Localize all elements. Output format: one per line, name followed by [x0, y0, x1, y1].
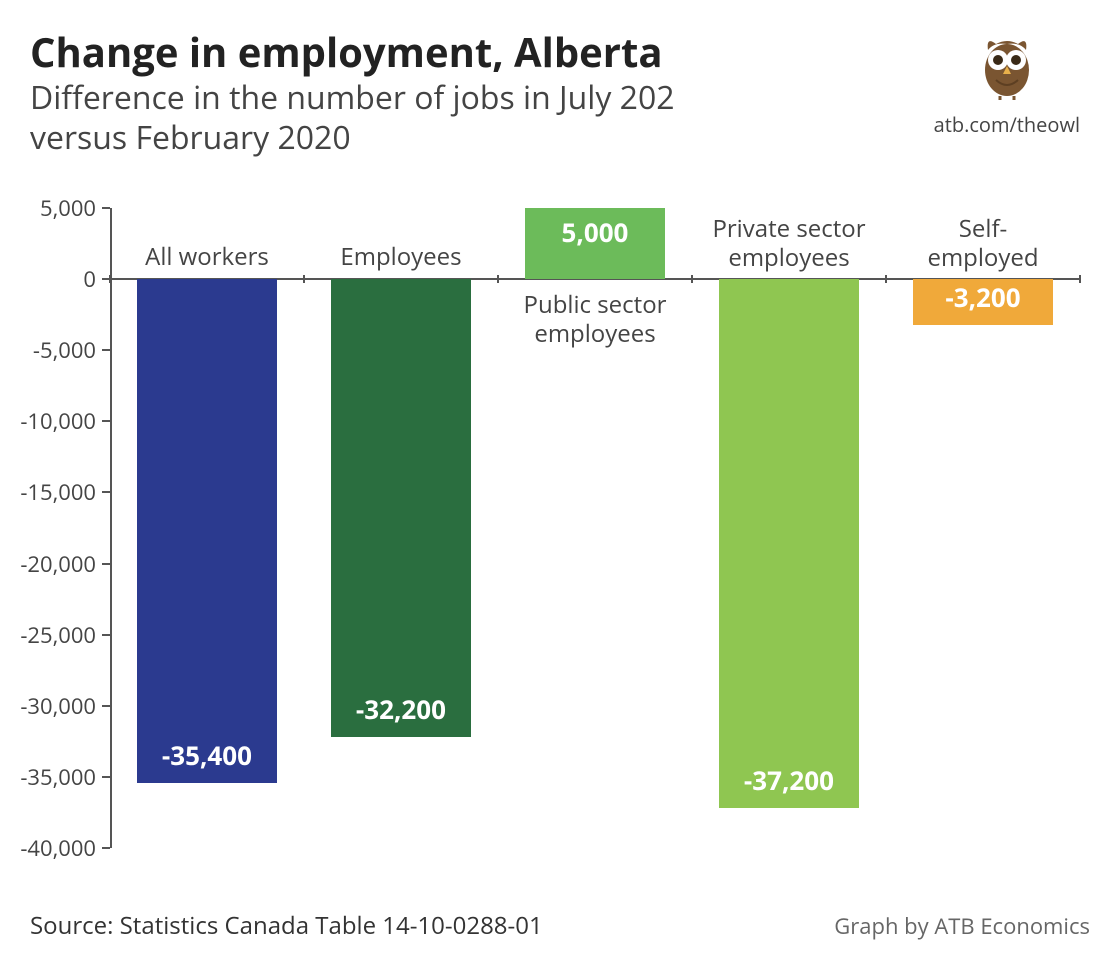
- y-tick: [102, 207, 110, 209]
- y-tick: [102, 349, 110, 351]
- chart-header: Change in employment, Alberta Difference…: [30, 30, 1100, 158]
- x-tick: [1079, 275, 1081, 283]
- plot-area: 5,0000-5,000-10,000-15,000-20,000-25,000…: [110, 208, 1080, 848]
- y-axis: [110, 208, 112, 848]
- bar-value-label: -32,200: [331, 691, 471, 727]
- credit-text: Graph by ATB Economics: [834, 911, 1090, 941]
- category-label: All workers: [110, 243, 304, 272]
- y-tick: [102, 491, 110, 493]
- bar-value-label: -3,200: [913, 279, 1053, 315]
- category-label: Employees: [304, 243, 498, 272]
- bar-value-label: -35,400: [137, 737, 277, 773]
- y-tick-label: -40,000: [20, 833, 96, 863]
- bar-value-label: 5,000: [525, 214, 665, 250]
- bar: -37,200: [719, 279, 859, 808]
- y-tick-label: -10,000: [20, 406, 96, 436]
- y-tick: [102, 420, 110, 422]
- x-tick: [109, 275, 111, 283]
- y-tick-label: -20,000: [20, 549, 96, 579]
- logo-block: atb.com/theowl: [934, 30, 1080, 138]
- bar: 5,000: [525, 208, 665, 279]
- chart-container: Change in employment, Alberta Difference…: [0, 0, 1120, 972]
- bar: -32,200: [331, 279, 471, 737]
- y-tick: [102, 776, 110, 778]
- logo-text: atb.com/theowl: [934, 111, 1080, 138]
- category-label: Private sector employees: [692, 215, 886, 273]
- bar: -35,400: [137, 279, 277, 782]
- y-tick-label: -35,000: [20, 762, 96, 792]
- y-tick: [102, 705, 110, 707]
- chart-subtitle: Difference in the number of jobs in July…: [30, 78, 730, 158]
- y-tick-label: 0: [83, 264, 96, 294]
- y-tick-label: -15,000: [20, 477, 96, 507]
- y-tick-label: -25,000: [20, 620, 96, 650]
- y-tick: [102, 563, 110, 565]
- x-tick: [885, 275, 887, 283]
- category-label: Self-employed: [886, 215, 1080, 273]
- y-tick-label: -30,000: [20, 691, 96, 721]
- y-tick: [102, 634, 110, 636]
- bar-value-label: -37,200: [719, 762, 859, 798]
- category-label: Public sector employees: [498, 291, 692, 349]
- y-tick-label: 5,000: [40, 193, 96, 223]
- owl-icon: [976, 30, 1038, 105]
- y-tick-label: -5,000: [33, 335, 96, 365]
- chart-footer: Source: Statistics Canada Table 14-10-02…: [30, 909, 1090, 942]
- bar: -3,200: [913, 279, 1053, 325]
- x-tick: [497, 275, 499, 283]
- source-text: Source: Statistics Canada Table 14-10-02…: [30, 909, 543, 942]
- x-tick: [303, 275, 305, 283]
- x-tick: [691, 275, 693, 283]
- y-tick: [102, 847, 110, 849]
